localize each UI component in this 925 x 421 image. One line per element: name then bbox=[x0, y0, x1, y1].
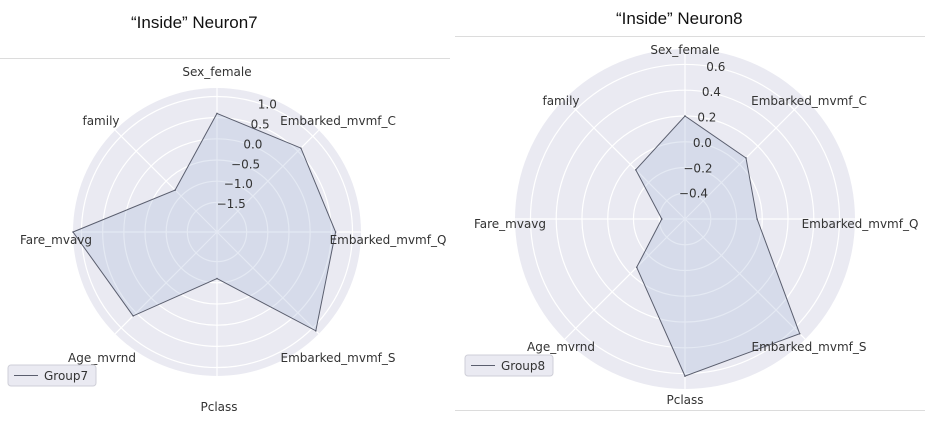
data-point-age_mvrnd bbox=[132, 315, 134, 317]
axis-label-embarked-mvmf-c: Embarked_mvmf_C bbox=[751, 94, 867, 108]
axis-label-family: family bbox=[542, 94, 579, 108]
axis-label-sex-female: Sex_female bbox=[182, 65, 251, 79]
axis-label-age-mvrnd: Age_mvrnd bbox=[68, 351, 136, 365]
spoke-line bbox=[216, 129, 320, 233]
radial-tick-label: 0.2 bbox=[697, 111, 716, 125]
legend-box bbox=[464, 354, 554, 377]
axis-label-embarked-mvmf-q: Embarked_mvmf_Q bbox=[802, 217, 919, 231]
legend-entry: Group8 bbox=[501, 359, 545, 373]
chart-panel-neuron8: “Inside” Neuron8 0.6 0.4 0.2 0.0 −0.2 −0.4 Sex… bbox=[455, 0, 925, 421]
spoke-line bbox=[216, 231, 320, 335]
axis-label-age-mvrnd: Age_mvrnd bbox=[527, 340, 595, 354]
spoke-line bbox=[564, 98, 686, 220]
radial-tick-label: 0.6 bbox=[706, 60, 725, 74]
chart-divider bbox=[0, 58, 450, 59]
data-point-embarked_mvmf_c bbox=[300, 147, 302, 149]
spoke-line bbox=[564, 218, 686, 340]
spoke-line bbox=[114, 231, 218, 335]
data-point-family bbox=[174, 189, 176, 191]
axis-label-embarked-mvmf-s: Embarked_mvmf_S bbox=[280, 351, 395, 365]
data-point-embarked_mvmf_s bbox=[315, 330, 317, 332]
axis-label-embarked-mvmf-s: Embarked_mvmf_S bbox=[751, 340, 866, 354]
axis-label-sex-female: Sex_female bbox=[650, 43, 719, 57]
data-point-fare_mvavg bbox=[661, 218, 663, 220]
legend-entry: Group7 bbox=[44, 369, 88, 383]
chart-title: “Inside” Neuron8 bbox=[616, 9, 743, 28]
data-point-pclass bbox=[216, 277, 218, 280]
radial-tick-label: −1.0 bbox=[224, 177, 253, 191]
data-point-embarked_mvmf_q bbox=[756, 218, 758, 220]
legend-box bbox=[7, 364, 97, 387]
radial-tick-label: 1.0 bbox=[258, 98, 277, 112]
chart-divider bbox=[455, 410, 925, 411]
spoke-line bbox=[114, 129, 218, 233]
data-point-age_mvrnd bbox=[635, 266, 638, 269]
radial-tick-label: −0.4 bbox=[679, 187, 708, 201]
data-point-sex_female bbox=[216, 112, 218, 115]
axis-label-pclass: Pclass bbox=[200, 400, 237, 414]
radial-tick-label: 0.4 bbox=[702, 85, 721, 99]
chart-panel-neuron7: “Inside” Neuron7 1.0 0.5 0.0 −0.5 −1.0 −1.5 Se… bbox=[0, 0, 450, 421]
axis-label-fare-mvavg: Fare_mvavg bbox=[474, 217, 546, 231]
data-point-family bbox=[635, 169, 637, 171]
chart-title: “Inside” Neuron7 bbox=[131, 13, 258, 32]
radial-tick-label: 0.0 bbox=[243, 137, 262, 151]
axis-label-embarked-mvmf-c: Embarked_mvmf_C bbox=[280, 114, 396, 128]
legend: Group7 bbox=[7, 364, 97, 387]
data-point-embarked_mvmf_q bbox=[334, 231, 337, 233]
axis-label-embarked-mvmf-q: Embarked_mvmf_Q bbox=[330, 233, 447, 247]
spoke-line bbox=[684, 98, 806, 220]
data-point-sex_female bbox=[684, 115, 686, 117]
radial-tick-label: 0.0 bbox=[693, 136, 712, 150]
chart-divider bbox=[455, 36, 925, 37]
data-point-fare_mvavg bbox=[72, 231, 74, 233]
data-point-embarked_mvmf_s bbox=[798, 332, 801, 335]
radial-tick-label: −0.5 bbox=[231, 157, 260, 171]
axis-label-pclass: Pclass bbox=[666, 393, 703, 407]
axis-label-fare-mvavg: Fare_mvavg bbox=[20, 233, 92, 247]
radar-chart-neuron8: 0.6 0.4 0.2 0.0 −0.2 −0.4 Sex_female Embarked_m… bbox=[464, 43, 919, 407]
axis-label-family: family bbox=[82, 114, 119, 128]
radial-tick-label: 0.5 bbox=[251, 118, 270, 132]
spoke-line bbox=[684, 218, 806, 340]
radar-chart-neuron7: 1.0 0.5 0.0 −0.5 −1.0 −1.5 Sex_female Embarked_… bbox=[7, 65, 447, 414]
legend: Group8 bbox=[464, 354, 554, 377]
data-point-embarked_mvmf_c bbox=[745, 157, 747, 159]
radial-tick-label: −1.5 bbox=[217, 197, 246, 211]
data-point-pclass bbox=[684, 375, 686, 377]
radial-tick-label: −0.2 bbox=[683, 161, 712, 175]
